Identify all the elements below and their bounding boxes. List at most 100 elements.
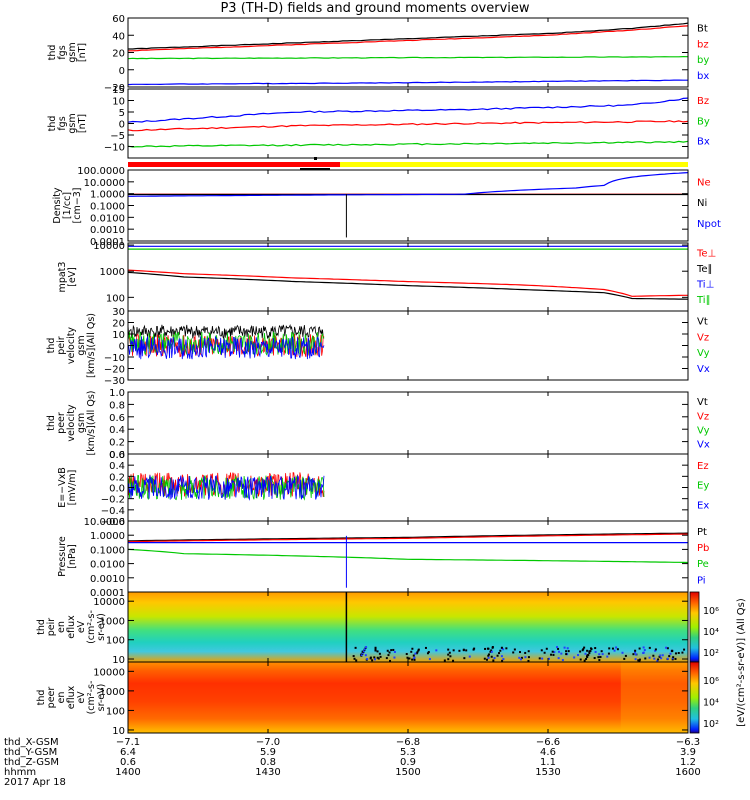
spectrogram-noise-dot xyxy=(393,656,396,659)
spectrogram-noise-dot xyxy=(447,658,450,661)
spectrogram-noise-dot xyxy=(502,648,505,651)
spectrogram-noise-dot xyxy=(577,654,580,657)
spectrogram-noise-dot xyxy=(634,658,637,661)
spectrogram-noise-dot xyxy=(674,652,677,655)
spectrogram-noise-dot xyxy=(484,647,487,650)
colorbar-tick-label: 10⁴ xyxy=(703,698,719,709)
spectrogram-noise-dot xyxy=(594,650,597,653)
y-tick-label: −0.6 xyxy=(101,517,125,528)
spectrogram-noise-dot xyxy=(374,648,377,651)
spectrogram-noise-dot xyxy=(447,648,450,651)
legend-label-Vt: Vt xyxy=(697,397,708,408)
spectrogram-noise-dot xyxy=(376,650,379,653)
y-tick-label: 1.0000 xyxy=(90,531,125,542)
legend-label-Vz: Vz xyxy=(697,332,709,343)
spectrogram-noise-dot xyxy=(660,657,663,660)
spectrogram-late-band xyxy=(620,662,688,733)
spectrogram-noise-dot xyxy=(412,654,415,657)
spectrogram-noise-dot xyxy=(540,649,543,652)
spectrogram-noise-dot xyxy=(392,648,395,651)
spectrogram-noise-dot xyxy=(428,658,431,661)
spectrogram-noise-dot xyxy=(386,649,389,652)
spectrogram-noise-dot xyxy=(435,649,438,652)
legend-label-Pt: Pt xyxy=(697,527,707,538)
y-axis-label: [cm−3] xyxy=(72,188,83,224)
y-axis-label: [nT] xyxy=(77,114,88,133)
spectrogram-noise-dot xyxy=(490,650,493,653)
spectrogram-noise-dot xyxy=(623,657,626,660)
series-line-Bt xyxy=(128,22,689,50)
spectrogram-noise-dot xyxy=(354,646,357,649)
series-line-Bx xyxy=(127,97,689,123)
spectrogram-noise-dot xyxy=(652,654,655,657)
y-tick-label: 1.0 xyxy=(109,388,125,399)
spectrogram-noise-dot xyxy=(598,659,601,662)
y-axis-label: peir xyxy=(46,618,57,637)
y-axis-label: thd xyxy=(47,45,58,61)
y-axis-label: velocity xyxy=(66,327,77,365)
legend-label-Ti∥: Ti∥ xyxy=(696,295,711,306)
series-line-Vt xyxy=(127,324,325,340)
colorbar-tick-label: 10² xyxy=(703,648,719,659)
legend-label-By: By xyxy=(697,116,710,127)
spectrogram-noise-dot xyxy=(658,655,661,658)
spectrogram-noise-dot xyxy=(387,654,390,657)
spectrogram-noise-dot xyxy=(550,653,553,656)
spectrogram-noise-dot xyxy=(545,647,548,650)
spectrogram-noise-dot xyxy=(468,655,471,658)
spectrogram-noise-dot xyxy=(565,653,568,656)
spectrogram-noise-dot xyxy=(452,649,455,652)
spectrogram-noise-dot xyxy=(491,646,494,649)
y-tick-label: 0.0010 xyxy=(90,574,125,585)
colorbar-tick-label: 10² xyxy=(703,719,719,730)
y-tick-label: 0 xyxy=(119,342,125,353)
spectrogram-noise-dot xyxy=(364,654,367,657)
y-tick-label: 0 xyxy=(119,120,125,131)
spectrogram-noise-dot xyxy=(616,648,619,651)
spectrogram-noise-dot xyxy=(411,658,414,661)
x-axis-value: 1400 xyxy=(115,767,140,778)
mode-bar-marker xyxy=(300,168,330,170)
y-tick-label: 0.0001 xyxy=(90,237,125,248)
x-axis-value: 1.2 xyxy=(680,757,696,768)
spectrogram-noise-dot xyxy=(538,657,541,660)
y-tick-label: 100.0000 xyxy=(77,166,125,177)
spectrogram-noise-dot xyxy=(493,657,496,660)
y-axis-label: eV xyxy=(76,691,87,704)
spectrogram-noise-dot xyxy=(642,646,645,649)
spectrogram-noise-dot xyxy=(363,648,366,651)
y-tick-label: 10 xyxy=(112,330,125,341)
legend-label-Vx: Vx xyxy=(697,440,710,451)
x-axis-value: 4.6 xyxy=(540,747,556,758)
y-tick-label: −30 xyxy=(104,376,125,387)
spectrogram-noise-dot xyxy=(498,652,501,655)
spectrogram-noise-dot xyxy=(634,651,637,654)
panel-frame-3 xyxy=(127,242,689,312)
spectrogram-noise-dot xyxy=(424,646,427,649)
spectrogram-noise-dot xyxy=(566,647,569,650)
spectrogram-noise-dot xyxy=(499,649,502,652)
legend-label-bz: bz xyxy=(697,39,709,50)
x-axis-value: −6.3 xyxy=(676,737,700,748)
spectrogram-noise-dot xyxy=(586,649,589,652)
x-axis-value: 0.6 xyxy=(120,757,136,768)
spectrogram-noise-dot xyxy=(393,650,396,653)
spectrogram-noise-dot xyxy=(599,655,602,658)
y-tick-label: 40 xyxy=(112,31,125,42)
spectrogram-noise-dot xyxy=(634,653,637,656)
series-line-By xyxy=(127,140,689,148)
spectrogram-noise-dot xyxy=(487,653,490,656)
spectrogram-noise-dot xyxy=(579,650,582,653)
spectrogram-noise-dot xyxy=(449,655,452,658)
legend-label-Ti⊥: Ti⊥ xyxy=(696,280,714,291)
panel-frame-0 xyxy=(127,17,689,88)
y-axis-label: en xyxy=(56,692,67,704)
spectrogram-noise-dot xyxy=(487,654,490,657)
spectrogram-noise-dot xyxy=(448,651,451,654)
x-axis-row-label: thd_X-GSM xyxy=(4,737,59,748)
spectrogram-noise-dot xyxy=(465,649,468,652)
y-tick-label: 0.0 xyxy=(109,450,125,461)
y-axis-label: thd xyxy=(46,415,57,431)
y-axis-label: sr-eV) xyxy=(96,613,107,641)
